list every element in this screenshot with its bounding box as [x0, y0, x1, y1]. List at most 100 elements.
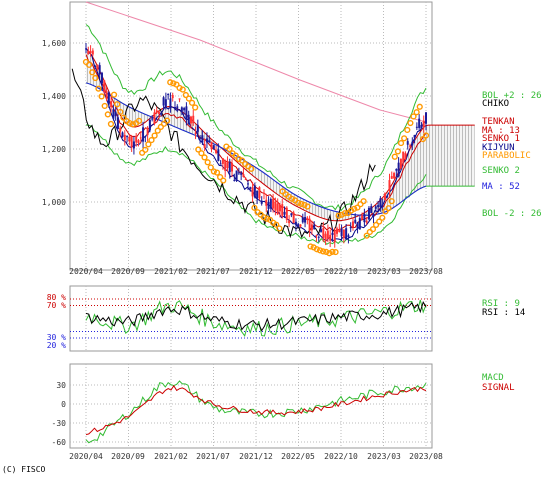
parabolic-dot	[404, 126, 411, 134]
candle-body	[418, 118, 421, 128]
parabolic-dot	[304, 203, 311, 210]
candle-body	[267, 201, 270, 209]
parabolic-dot	[369, 226, 377, 233]
parabolic-dot	[89, 69, 96, 76]
parabolic-dot	[129, 121, 136, 128]
candle-body	[276, 203, 279, 215]
bol-upper-line	[85, 24, 427, 212]
candle-body	[256, 190, 259, 199]
parabolic-dot	[326, 250, 333, 257]
parabolic-dot	[220, 177, 227, 184]
candle-body	[185, 106, 188, 120]
candle-body	[235, 170, 238, 181]
candle-body	[381, 204, 384, 206]
parabolic-dot	[217, 174, 224, 181]
y-tick-1000: 1,000	[42, 198, 66, 207]
candle-body	[404, 153, 407, 159]
candle-body	[301, 217, 304, 223]
candle-body	[331, 232, 334, 235]
candle-body	[320, 229, 323, 232]
candle-body	[85, 48, 87, 50]
rsi-tick-70: 70 %	[47, 301, 66, 310]
candle-body	[422, 120, 425, 128]
macd-lines	[85, 380, 427, 444]
candle-body	[304, 217, 307, 223]
rsi-tick-80: 80 %	[47, 293, 66, 302]
x-label: 2020/09	[111, 452, 145, 461]
parabolic-dot	[301, 201, 308, 209]
x-label: 2021/02	[154, 452, 188, 461]
candle-body	[212, 145, 215, 150]
legend-ma13: MA : 13	[482, 126, 520, 136]
parabolic-dot	[164, 117, 171, 124]
candle-body	[128, 136, 131, 142]
candle-body	[340, 228, 343, 236]
parabolic-dot	[210, 168, 217, 175]
candle-body	[361, 215, 364, 220]
candle-body	[322, 228, 325, 238]
parabolic-dot	[92, 74, 99, 82]
candle-body	[247, 183, 250, 185]
candle-body	[336, 228, 339, 234]
candle-body	[290, 213, 293, 216]
y-tick-1600: 1,600	[42, 39, 66, 48]
candle-body	[258, 187, 261, 199]
candle-body	[142, 127, 145, 142]
parabolic-dot	[86, 61, 93, 68]
candle-body	[251, 187, 254, 197]
chiko-line	[71, 68, 376, 239]
candle-body	[278, 204, 281, 212]
candle-body	[372, 214, 375, 217]
candle-body	[176, 106, 179, 109]
parabolic-dot	[142, 146, 149, 153]
x-label: 2021/07	[196, 452, 230, 461]
candle-body	[285, 207, 288, 220]
candle-body	[215, 150, 218, 154]
candle-body	[299, 224, 302, 227]
parabolic-dot	[204, 159, 211, 166]
candle-body	[393, 173, 396, 179]
parabolic-dot	[263, 215, 271, 222]
parabolic-dot	[410, 113, 417, 120]
parabolic-dot	[195, 146, 202, 153]
candle-body	[253, 185, 256, 198]
parabolic-dot	[354, 204, 361, 211]
candle-body	[370, 206, 373, 214]
candle-body	[326, 230, 329, 239]
candle-body	[240, 172, 243, 175]
candle-body	[164, 99, 167, 107]
parabolic-dot	[120, 114, 127, 121]
candle-body	[244, 178, 247, 180]
candle-body	[100, 72, 103, 84]
parabolic-dot	[226, 145, 233, 153]
candle-body	[139, 137, 142, 139]
x-label: 2022/10	[324, 452, 358, 461]
macd-tick-0: 0	[61, 400, 66, 409]
candle-body	[89, 51, 92, 54]
candle-body	[103, 80, 106, 93]
x-label: 2020/04	[69, 267, 103, 276]
parabolic-dot	[157, 123, 164, 131]
rsi-tick-20: 20 %	[47, 341, 66, 350]
rsi14-line	[85, 301, 427, 332]
candle-body	[415, 126, 418, 128]
candle-body	[395, 168, 398, 171]
candle-body	[180, 107, 183, 113]
candle-body	[224, 160, 227, 171]
candle-body	[342, 229, 345, 239]
parabolic-dot	[298, 200, 305, 208]
parabolic-dot	[98, 93, 105, 100]
candle-body	[183, 108, 186, 111]
parabolic-dot	[188, 99, 196, 106]
candle-body	[144, 136, 147, 138]
legend-senko2: SENKO 2	[482, 166, 520, 176]
candle-body	[333, 230, 336, 243]
parabolic-dot	[213, 169, 221, 176]
candle-body	[132, 141, 135, 149]
parabolic-dot	[413, 109, 420, 116]
parabolic-dot	[198, 150, 205, 157]
parabolic-dot	[207, 164, 214, 171]
x-axis-labels-top: 2020/04 2020/09 2021/02 2021/07 2021/12 …	[69, 267, 443, 276]
candle-body	[158, 111, 161, 114]
parabolic-dot	[167, 79, 174, 86]
